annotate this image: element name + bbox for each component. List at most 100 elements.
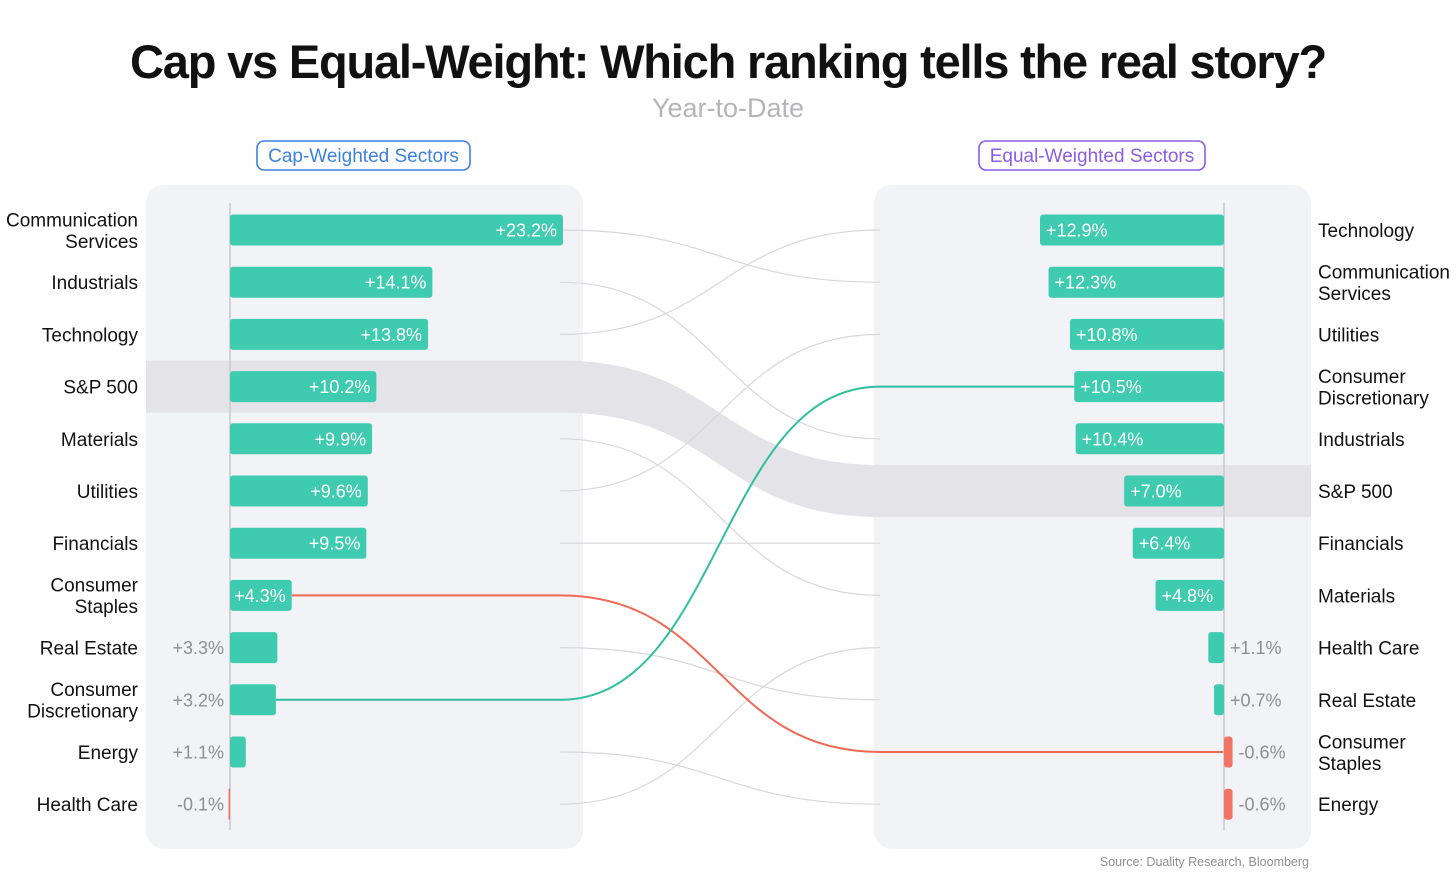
cap-weighted-panel (146, 185, 583, 849)
cap-bar-sandp-500 (230, 371, 377, 403)
cap-value-label-consumer-discretionary: +3.2% (172, 690, 224, 710)
cap-bar-consumer-staples (230, 579, 292, 611)
cap-value-label-utilities: +9.6% (310, 482, 362, 502)
cap-bar-technology (230, 318, 429, 350)
equal-value-label-utilities: +10.8% (1076, 325, 1138, 345)
connector-energy (559, 751, 881, 805)
equal-value-label-health-care: +1.1% (1230, 638, 1282, 658)
cap-bar-utilities (230, 475, 368, 507)
left-sector-label-health-care: Health Care (37, 795, 138, 816)
benchmark-band (146, 360, 1311, 517)
right-sector-label-communication-services: Communication (1318, 262, 1450, 283)
cap-bar-industrials (230, 266, 433, 298)
cap-value-label-technology: +13.8% (361, 325, 423, 345)
right-sector-label-industrials: Industrials (1318, 430, 1405, 451)
left-sector-label-energy: Energy (78, 743, 139, 764)
labels: +23.2%CommunicationServices+14.1%Industr… (6, 210, 1450, 816)
equal-value-label-financials: +6.4% (1139, 534, 1191, 554)
right-sector-label-sandp-500: S&P 500 (1318, 482, 1393, 503)
right-sector-label-technology: Technology (1318, 221, 1415, 242)
left-sector-label-real-estate: Real Estate (40, 639, 138, 660)
header: Cap vs Equal-Weight: Which ranking tells… (130, 35, 1327, 869)
right-sector-label-consumer-staples: Staples (1318, 754, 1381, 775)
cap-value-label-materials: +9.9% (315, 429, 367, 449)
cap-value-label-sandp-500: +10.2% (309, 377, 371, 397)
cap-weighted-header-pill (256, 140, 471, 171)
equal-bar-energy (1224, 788, 1233, 820)
cap-bar-health-care (228, 788, 230, 820)
highlight-connector-consumer-staples (291, 594, 1224, 753)
cap-value-label-health-care: -0.1% (177, 795, 224, 815)
right-sector-label-consumer-staples: Consumer (1318, 732, 1406, 753)
benchmark-band-shape (146, 360, 1311, 517)
cap-bar-materials (230, 423, 373, 455)
left-sector-label-communication-services: Services (65, 232, 138, 253)
left-sector-label-sandp-500: S&P 500 (63, 378, 138, 399)
connector-health-care (559, 647, 881, 805)
equal-value-label-industrials: +10.4% (1082, 429, 1144, 449)
left-sector-label-industrials: Industrials (51, 273, 138, 294)
cap-bar-communication-services (230, 214, 563, 246)
bars (228, 203, 1233, 830)
cap-bar-consumer-discretionary (230, 684, 276, 716)
equal-bar-consumer-discretionary (1074, 371, 1224, 403)
equal-value-label-materials: +4.8% (1162, 586, 1214, 606)
cap-weighted-header: Cap-Weighted Sectors (256, 140, 471, 171)
chart-subtitle: Year-to-Date (652, 93, 804, 123)
right-sector-label-communication-services: Services (1318, 284, 1391, 305)
equal-bar-materials (1155, 579, 1224, 611)
connector-industrials (559, 281, 881, 440)
equal-weighted-header: Equal-Weighted Sectors (978, 140, 1206, 171)
equal-bar-financials (1132, 527, 1224, 559)
equal-bar-technology (1040, 214, 1224, 246)
right-sector-label-financials: Financials (1318, 534, 1404, 555)
cap-value-label-financials: +9.5% (309, 534, 361, 554)
right-sector-label-consumer-discretionary: Consumer (1318, 367, 1406, 388)
left-sector-label-consumer-discretionary: Discretionary (27, 702, 138, 723)
equal-bar-sandp-500 (1124, 475, 1224, 507)
left-sector-label-consumer-staples: Staples (75, 597, 138, 618)
equal-value-label-consumer-discretionary: +10.5% (1080, 377, 1142, 397)
connector-materials (559, 438, 881, 596)
source-note: Source: Duality Research, Bloomberg (1100, 855, 1309, 869)
equal-value-label-energy: -0.6% (1239, 795, 1286, 815)
equal-value-label-technology: +12.9% (1046, 221, 1108, 241)
connector-technology (559, 229, 881, 335)
right-sector-label-energy: Energy (1318, 795, 1379, 816)
highlight-connector-consumer-discretionary (275, 385, 1075, 701)
cap-value-label-consumer-staples: +4.3% (234, 586, 286, 606)
equal-bar-utilities (1069, 318, 1224, 350)
left-sector-label-consumer-staples: Consumer (50, 576, 138, 597)
equal-bar-industrials (1075, 423, 1224, 455)
equal-weighted-header-label: Equal-Weighted Sectors (990, 146, 1195, 167)
cap-bar-financials (230, 527, 367, 559)
equal-bar-consumer-staples (1224, 736, 1233, 768)
cap-value-label-real-estate: +3.3% (172, 638, 224, 658)
connector-communication-services (559, 229, 881, 283)
cap-value-label-communication-services: +23.2% (495, 221, 557, 241)
rank-connectors (275, 229, 1224, 805)
cap-weighted-header-label: Cap-Weighted Sectors (268, 146, 459, 167)
left-sector-label-communication-services: Communication (6, 210, 138, 231)
left-sector-label-technology: Technology (42, 325, 139, 346)
cap-bar-real-estate (230, 632, 278, 664)
equal-value-label-communication-services: +12.3% (1055, 273, 1117, 293)
equal-value-label-real-estate: +0.7% (1230, 690, 1282, 710)
equal-bar-real-estate (1214, 684, 1224, 716)
cap-value-label-energy: +1.1% (172, 743, 224, 763)
equal-weighted-header-pill (978, 140, 1206, 171)
right-sector-label-consumer-discretionary: Discretionary (1318, 388, 1429, 409)
left-sector-label-consumer-discretionary: Consumer (50, 680, 138, 701)
cap-bar-energy (230, 736, 246, 768)
right-sector-label-health-care: Health Care (1318, 639, 1419, 660)
chart-title: Cap vs Equal-Weight: Which ranking tells… (130, 35, 1326, 88)
equal-bar-communication-services (1048, 266, 1224, 298)
right-sector-label-materials: Materials (1318, 586, 1395, 607)
right-sector-label-utilities: Utilities (1318, 325, 1379, 346)
equal-bar-health-care (1208, 632, 1224, 664)
equal-value-label-sandp-500: +7.0% (1130, 482, 1182, 502)
equal-value-label-consumer-staples: -0.6% (1239, 743, 1286, 763)
left-sector-label-materials: Materials (61, 430, 138, 451)
right-sector-label-real-estate: Real Estate (1318, 691, 1416, 712)
